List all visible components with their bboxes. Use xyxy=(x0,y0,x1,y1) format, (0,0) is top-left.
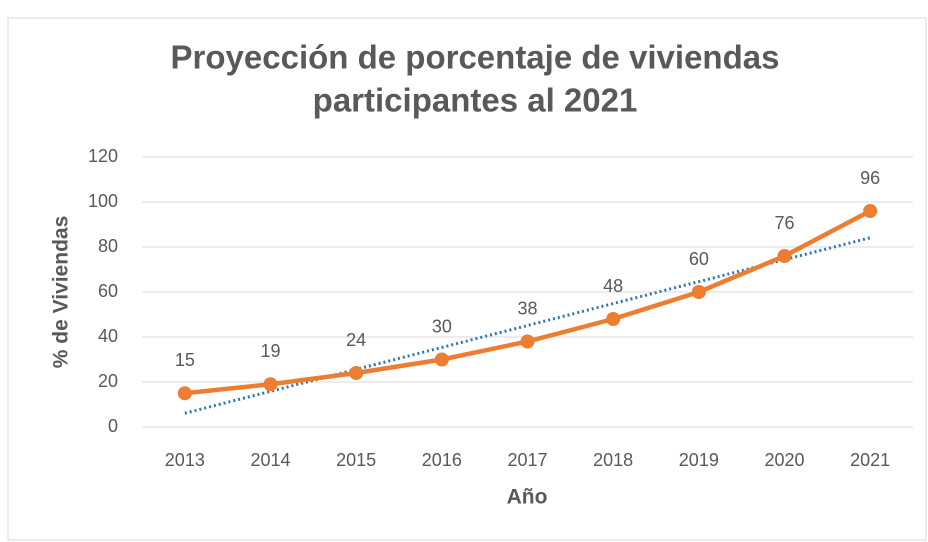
y-tick-label: 120 xyxy=(88,146,118,166)
x-axis-title: Año xyxy=(507,486,548,509)
x-tick-label: 2014 xyxy=(250,450,290,470)
marker xyxy=(606,312,621,326)
y-tick-label: 60 xyxy=(98,281,118,301)
data-label: 15 xyxy=(175,350,195,370)
y-tick-label: 0 xyxy=(108,416,118,436)
marker xyxy=(691,285,706,299)
x-tick-label: 2016 xyxy=(422,450,462,470)
data-label: 19 xyxy=(260,341,280,361)
chart-title: Proyección de porcentaje de viviendas xyxy=(171,39,780,76)
marker xyxy=(177,386,192,401)
y-axis-title: % de Viviendas xyxy=(50,216,73,369)
y-tick-label: 40 xyxy=(98,326,118,346)
data-label: 60 xyxy=(689,249,709,269)
chart-border xyxy=(7,17,927,541)
data-label: 24 xyxy=(346,330,366,350)
marker xyxy=(520,334,535,349)
x-tick-label: 2020 xyxy=(764,450,804,470)
y-tick-label: 100 xyxy=(88,191,118,211)
data-label: 30 xyxy=(432,316,452,336)
x-tick-label: 2021 xyxy=(850,450,890,470)
marker xyxy=(863,204,878,218)
x-tick-label: 2019 xyxy=(679,450,719,470)
y-tick-label: 80 xyxy=(98,236,118,256)
data-label: 96 xyxy=(860,168,880,188)
x-tick-label: 2013 xyxy=(165,450,205,470)
marker xyxy=(263,377,278,392)
chart-title: participantes al 2021 xyxy=(313,82,638,119)
x-tick-label: 2017 xyxy=(507,450,547,470)
marker xyxy=(434,352,449,367)
marker xyxy=(349,366,364,380)
data-label: 38 xyxy=(517,298,537,318)
data-label: 76 xyxy=(774,213,794,233)
data-label: 48 xyxy=(603,276,623,296)
y-tick-label: 20 xyxy=(98,371,118,391)
marker xyxy=(777,249,792,263)
x-tick-label: 2015 xyxy=(336,450,376,470)
x-tick-label: 2018 xyxy=(593,450,633,470)
